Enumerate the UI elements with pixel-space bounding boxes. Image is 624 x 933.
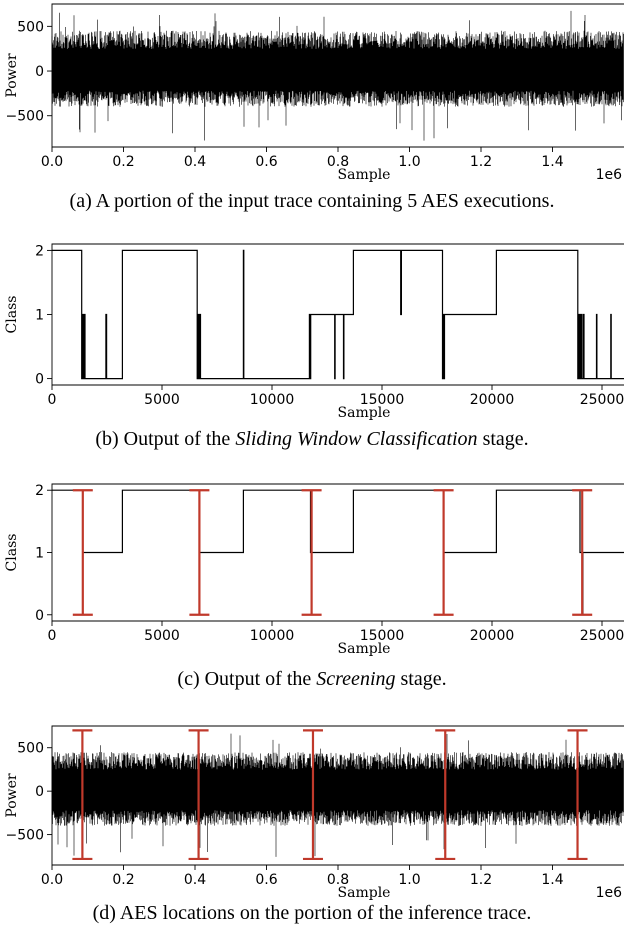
x-tick-label-d: 1.2 bbox=[470, 872, 492, 888]
x-tick-label-c: 10000 bbox=[250, 628, 295, 644]
x-tick-label-a: 0.8 bbox=[327, 154, 349, 170]
x-axis-label-a: Sample bbox=[338, 167, 391, 183]
y-axis-label-a: Power bbox=[4, 53, 20, 98]
x-tick-label-a: 0.4 bbox=[184, 154, 206, 170]
y-tick-label-d: 0 bbox=[35, 784, 44, 800]
y-tick-label-d: 500 bbox=[17, 741, 44, 757]
x-tick-label-b: 0 bbox=[48, 392, 57, 408]
x-offset-text-a: 1e6 bbox=[596, 167, 623, 183]
y-tick-label-c: 2 bbox=[35, 483, 44, 499]
chart-a: 0.0 0.2 0.4 0.6 0.8 1.0 1.2 1.4 500 0 −500 Sample Po… bbox=[4, 3, 624, 183]
chart-c: 0 5000 10000 15000 20000 25000 2 1 0 Sample Class bbox=[4, 483, 624, 657]
y-tick-label-a: −500 bbox=[6, 109, 44, 125]
caption-c: (c) Output of the Screening stage. bbox=[177, 668, 447, 690]
x-tick-label-c: 20000 bbox=[470, 628, 515, 644]
y-tick-label-b: 1 bbox=[35, 308, 44, 324]
y-tick-label-b: 0 bbox=[35, 372, 44, 388]
trace-a bbox=[51, 10, 624, 141]
y-tick-label-c: 1 bbox=[35, 546, 44, 562]
x-tick-label-a: 1.0 bbox=[398, 154, 420, 170]
x-tick-label-a: 0.0 bbox=[41, 154, 63, 170]
trace-d bbox=[51, 733, 624, 857]
x-tick-label-d: 0.4 bbox=[184, 872, 206, 888]
y-axis-label-b: Class bbox=[4, 296, 20, 334]
y-tick-label-a: 0 bbox=[35, 64, 44, 80]
x-tick-label-d: 0.2 bbox=[112, 872, 134, 888]
y-tick-label-c: 0 bbox=[35, 608, 44, 624]
x-tick-label-a: 1.2 bbox=[470, 154, 492, 170]
x-tick-label-c: 25000 bbox=[580, 628, 624, 644]
x-tick-label-a: 0.2 bbox=[112, 154, 134, 170]
x-tick-label-c: 5000 bbox=[144, 628, 180, 644]
caption-a: (a) A portion of the input trace contain… bbox=[69, 190, 555, 212]
x-tick-label-c: 0 bbox=[48, 628, 57, 644]
x-axis-label-d: Sample bbox=[338, 885, 391, 901]
x-tick-label-d: 0.6 bbox=[255, 872, 277, 888]
x-tick-label-d: 1.0 bbox=[398, 872, 420, 888]
x-axis-label-c: Sample bbox=[338, 641, 391, 657]
x-tick-label-b: 5000 bbox=[144, 392, 180, 408]
x-tick-label-b: 10000 bbox=[250, 392, 295, 408]
x-offset-text-d: 1e6 bbox=[596, 885, 623, 901]
y-axis-label-c: Class bbox=[4, 534, 20, 572]
caption-b: (b) Output of the Sliding Window Classif… bbox=[95, 428, 529, 450]
x-tick-label-d: 1.4 bbox=[541, 872, 563, 888]
x-tick-label-d: 0.0 bbox=[41, 872, 63, 888]
y-tick-label-b: 2 bbox=[35, 243, 44, 259]
x-tick-label-a: 1.4 bbox=[541, 154, 563, 170]
x-axis-label-b: Sample bbox=[338, 405, 391, 421]
x-tick-label-d: 0.8 bbox=[327, 872, 349, 888]
y-axis-label-d: Power bbox=[4, 773, 20, 818]
caption-d: (d) AES locations on the portion of the … bbox=[92, 902, 532, 924]
x-tick-label-b: 15000 bbox=[360, 392, 405, 408]
x-tick-label-a: 0.6 bbox=[255, 154, 277, 170]
y-tick-label-a: 500 bbox=[17, 19, 44, 35]
step-line-b bbox=[52, 249, 624, 380]
x-tick-label-b: 20000 bbox=[470, 392, 515, 408]
x-tick-label-c: 15000 bbox=[360, 628, 405, 644]
chart-d: 0.0 0.2 0.4 0.6 0.8 1.0 1.2 1.4 500 0 −500 Sample Po… bbox=[4, 725, 624, 901]
x-tick-label-b: 25000 bbox=[580, 392, 624, 408]
y-tick-label-d: −500 bbox=[6, 828, 44, 844]
step-line-c bbox=[52, 489, 624, 616]
chart-b: 0 5000 10000 15000 20000 25000 2 1 0 Sample Class bbox=[4, 243, 624, 421]
